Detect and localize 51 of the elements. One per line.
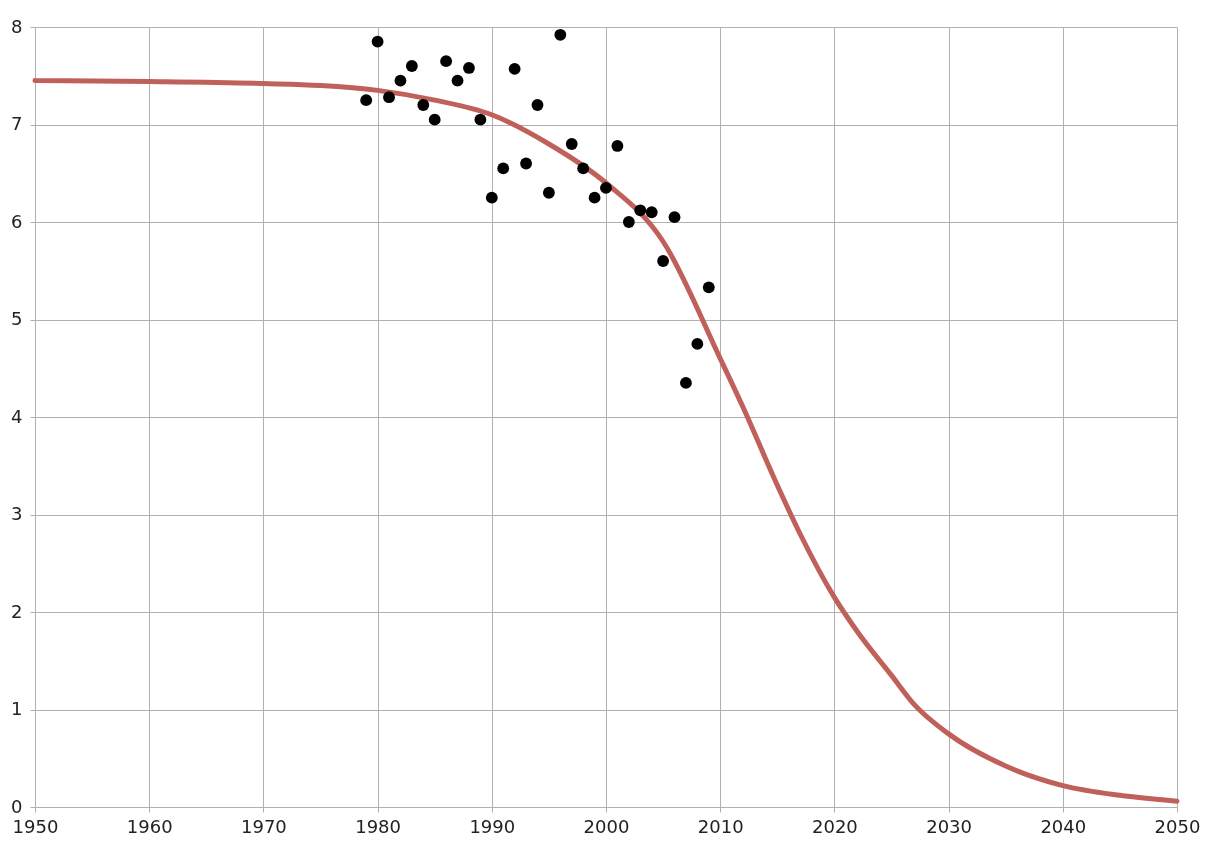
y-tick-label: 3 — [11, 503, 23, 524]
y-tick-label: 2 — [11, 600, 23, 622]
point — [440, 55, 453, 68]
point — [531, 99, 544, 111]
x-tick-label: 2040 — [1040, 815, 1087, 837]
point — [622, 216, 635, 228]
point — [497, 162, 510, 175]
point — [702, 281, 715, 294]
point — [371, 35, 384, 48]
point — [577, 162, 590, 175]
point — [417, 99, 430, 111]
y-tick-label: 4 — [11, 405, 23, 427]
point — [588, 191, 601, 204]
point — [691, 337, 704, 350]
x-tick-label: 2030 — [926, 815, 973, 837]
y-tick-label: 7 — [11, 113, 23, 134]
x-tick-label: 1990 — [469, 815, 516, 837]
y-tick-label: 1 — [11, 698, 23, 719]
point — [405, 60, 418, 72]
point — [611, 140, 624, 152]
x-tick-label: 2000 — [583, 815, 630, 837]
point — [668, 211, 681, 224]
x-tick-label: 1950 — [12, 815, 59, 837]
y-tick-label: 8 — [11, 15, 23, 37]
y-tick-label: 6 — [11, 210, 23, 232]
point — [600, 181, 612, 194]
point — [645, 206, 658, 219]
point — [428, 113, 441, 126]
point — [680, 376, 692, 389]
point — [554, 28, 567, 41]
point — [542, 186, 555, 199]
point — [394, 74, 407, 87]
point — [657, 255, 670, 267]
x-tick-label: 1970 — [240, 815, 287, 837]
point — [634, 204, 647, 217]
x-tick-label: 2050 — [1154, 815, 1201, 837]
point — [451, 74, 464, 87]
x-tick-label: 2020 — [811, 815, 858, 837]
point — [383, 91, 395, 104]
point — [520, 157, 532, 170]
point — [463, 62, 475, 74]
point — [565, 138, 578, 150]
point — [360, 94, 373, 107]
point — [474, 113, 487, 126]
point — [485, 191, 498, 204]
x-tick-label: 1980 — [355, 815, 402, 837]
y-tick-label: 0 — [11, 795, 23, 817]
point — [508, 63, 521, 75]
x-tick-label: 2010 — [697, 815, 744, 837]
x-tick-label: 1960 — [126, 815, 173, 837]
y-tick-label: 5 — [11, 308, 23, 329]
